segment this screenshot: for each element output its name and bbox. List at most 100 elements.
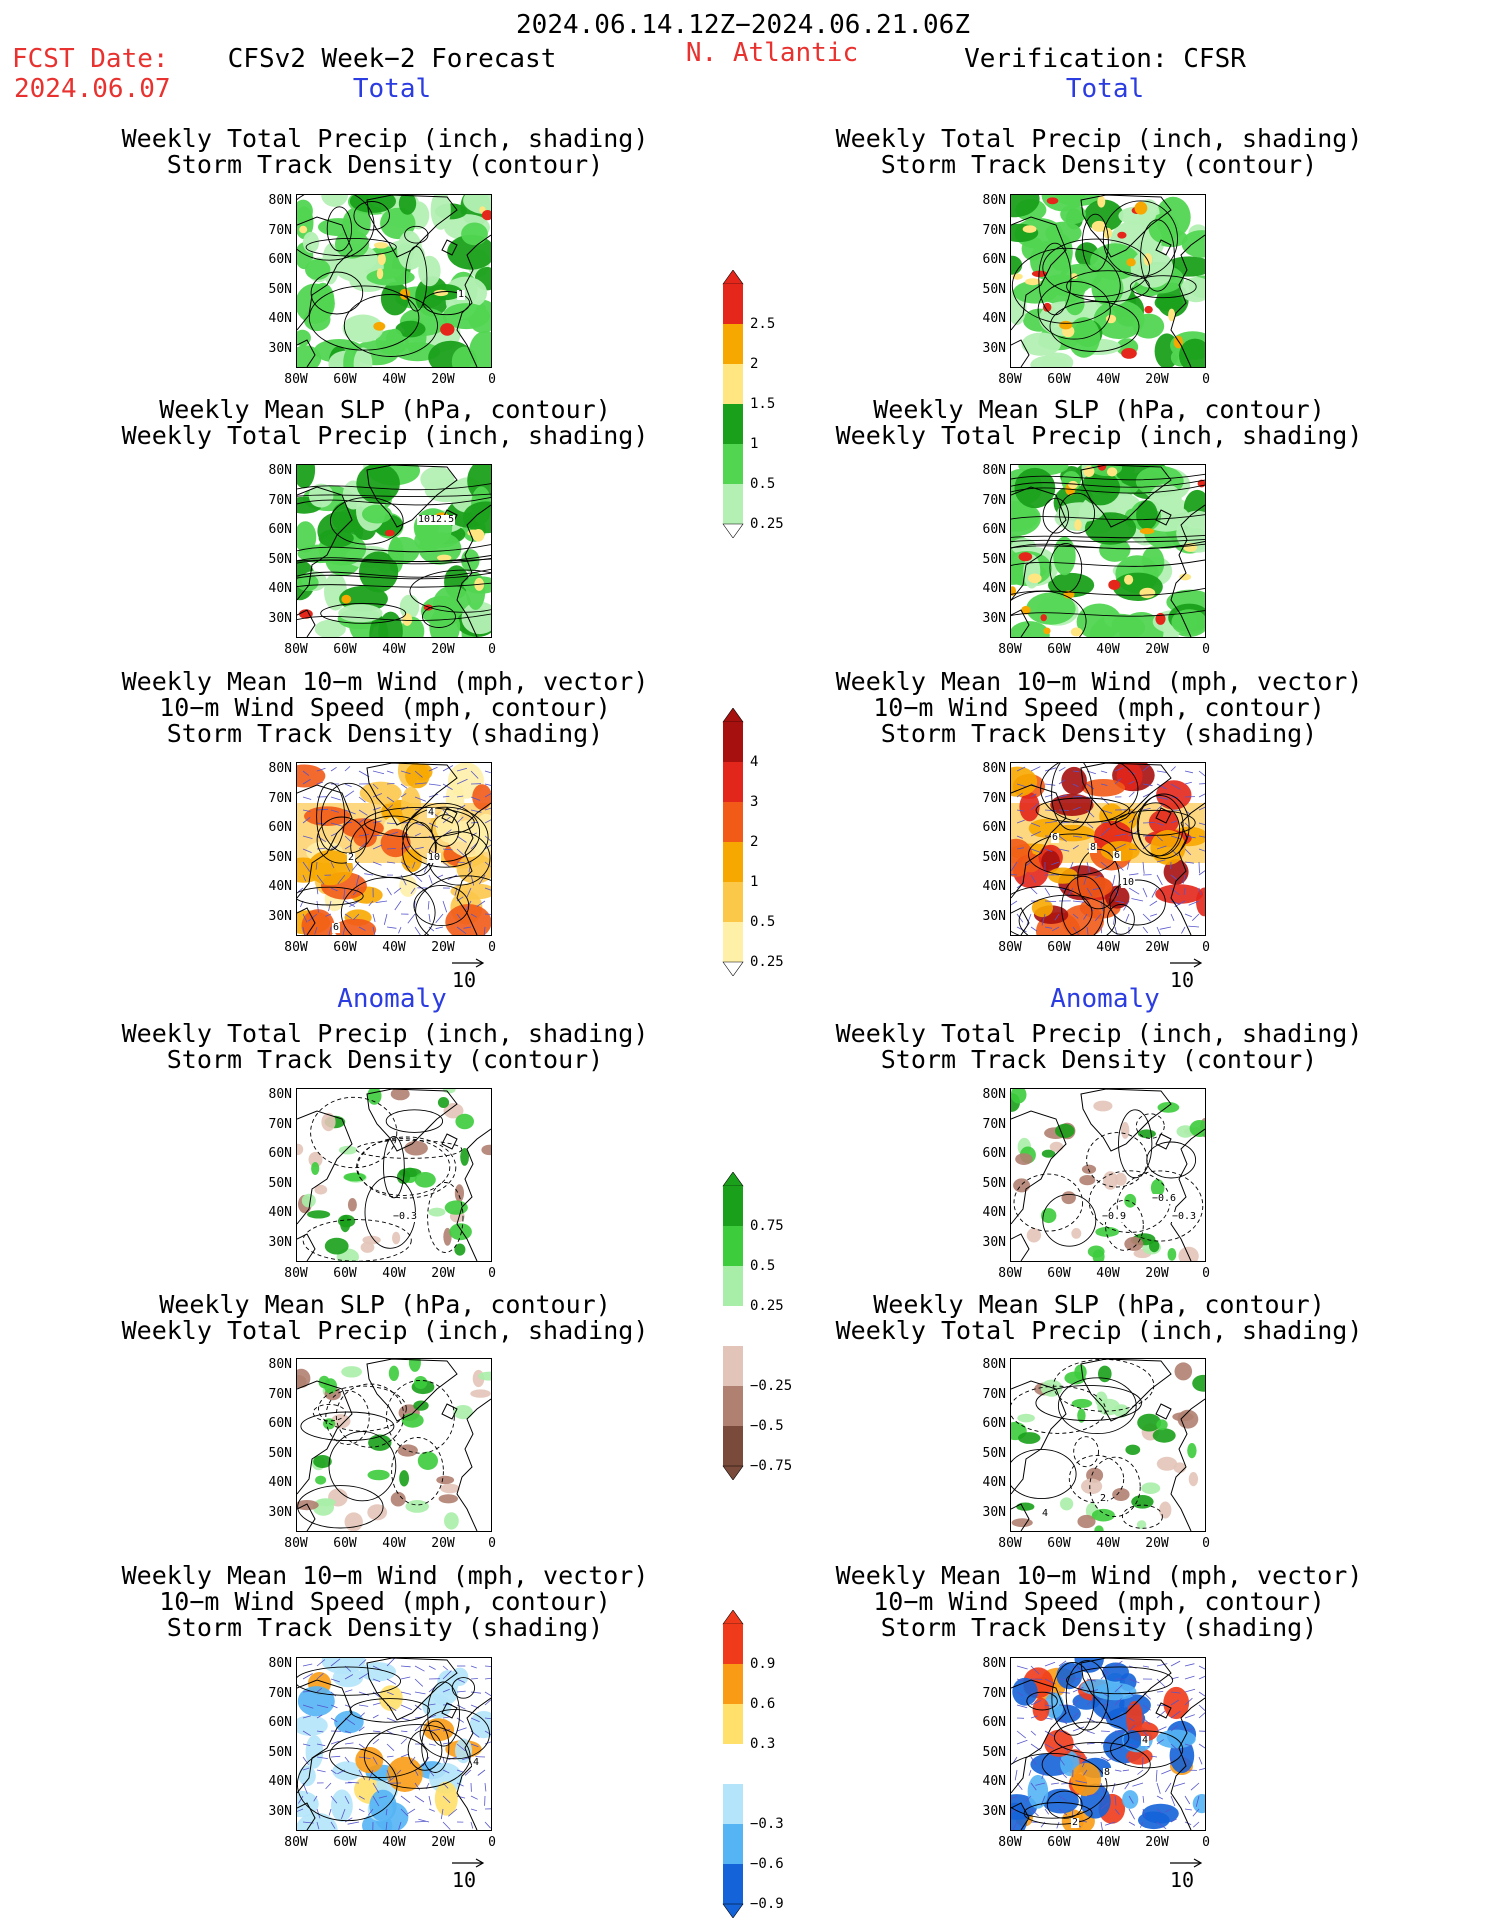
colorbar-tick-label: −0.6 bbox=[750, 1856, 784, 1872]
lon-tick-label: 80W bbox=[284, 1835, 308, 1850]
section-anomaly-right: Anomaly bbox=[1050, 984, 1160, 1014]
colorbar-tick-label: 0.3 bbox=[750, 1736, 776, 1752]
lon-tick-label: 0 bbox=[488, 1835, 496, 1850]
map-slp-forecast: 1012.5 bbox=[296, 464, 492, 638]
lat-tick-label: 40N bbox=[268, 1205, 292, 1220]
map-wanom-forecast: 4 bbox=[296, 1657, 492, 1831]
map-precip-forecast: 1 bbox=[296, 194, 492, 368]
lon-tick-label: 40W bbox=[382, 1835, 406, 1850]
lon-tick-label: 20W bbox=[1145, 940, 1169, 955]
lat-tick-label: 70N bbox=[268, 1386, 292, 1402]
lat-tick-label: 40N bbox=[268, 879, 292, 894]
lat-tick-label: 60N bbox=[268, 252, 292, 267]
contour-label: 6 bbox=[1051, 832, 1060, 843]
lat-tick-label: 70N bbox=[268, 222, 292, 238]
contour-label: 4 bbox=[1141, 1735, 1150, 1746]
lon-tick-label: 20W bbox=[431, 1266, 455, 1281]
lat-tick-label: 40N bbox=[268, 1774, 292, 1789]
contour-label: −0.6 bbox=[1151, 1193, 1178, 1204]
lon-tick-label: 20W bbox=[1145, 1835, 1169, 1850]
lat-tick-label: 80N bbox=[982, 761, 1006, 776]
lat-tick-label: 40N bbox=[982, 581, 1006, 596]
panel-title-precip-storm-verif: Weekly Total Precip (inch, shading) Storm… bbox=[835, 124, 1363, 179]
lat-tick-label: 30N bbox=[982, 1234, 1006, 1250]
lat-tick-label: 50N bbox=[982, 1445, 1006, 1461]
lon-tick-label: 80W bbox=[998, 1835, 1022, 1850]
lon-tick-label: 40W bbox=[1096, 940, 1120, 955]
lat-tick-label: 50N bbox=[982, 1175, 1006, 1191]
contour-label: 10 bbox=[1121, 877, 1136, 888]
lat-tick-label: 70N bbox=[982, 1116, 1006, 1132]
contour-label: 4 bbox=[472, 1757, 481, 1768]
lon-tick-label: 20W bbox=[431, 940, 455, 955]
lon-tick-label: 40W bbox=[1096, 1835, 1120, 1850]
map-panom-verification: −0.6 −0.9 −0.3 bbox=[1010, 1088, 1206, 1262]
lon-tick-label: 60W bbox=[333, 940, 357, 955]
lon-tick-label: 80W bbox=[998, 1266, 1022, 1281]
lat-tick-label: 50N bbox=[982, 849, 1006, 865]
lon-tick-label: 20W bbox=[1145, 372, 1169, 387]
colorbar-tick-label: 0.9 bbox=[750, 1656, 776, 1672]
map-wanom-verification: 4 8 2 bbox=[1010, 1657, 1206, 1831]
lat-tick-label: 80N bbox=[982, 463, 1006, 478]
lon-tick-label: 80W bbox=[284, 372, 308, 387]
panel-title-slp-precip-anom-fcst: Weekly Mean SLP (hPa, contour) Weekly Tot… bbox=[121, 1290, 649, 1345]
lat-tick-label: 60N bbox=[982, 1146, 1006, 1161]
section-anomaly-left: Anomaly bbox=[337, 984, 447, 1014]
lat-tick-label: 50N bbox=[268, 551, 292, 567]
lat-tick-label: 60N bbox=[268, 522, 292, 537]
lat-tick-label: 70N bbox=[982, 790, 1006, 806]
lon-tick-label: 40W bbox=[382, 372, 406, 387]
panel-title-precip-storm-fcst: Weekly Total Precip (inch, shading) Storm… bbox=[121, 124, 649, 179]
lat-tick-label: 40N bbox=[268, 581, 292, 596]
lat-tick-label: 80N bbox=[268, 1357, 292, 1372]
lon-tick-label: 40W bbox=[1096, 1536, 1120, 1551]
lat-tick-label: 70N bbox=[982, 1685, 1006, 1701]
lat-tick-label: 50N bbox=[268, 1445, 292, 1461]
lon-tick-label: 20W bbox=[1145, 1536, 1169, 1551]
panel-title-slp-precip-anom-verif: Weekly Mean SLP (hPa, contour) Weekly Tot… bbox=[835, 1290, 1363, 1345]
lon-tick-label: 20W bbox=[431, 642, 455, 657]
colorbar-tick-label: 0.5 bbox=[750, 914, 776, 930]
colorbar-tick-label: 4 bbox=[750, 754, 759, 770]
lon-tick-label: 80W bbox=[998, 642, 1022, 657]
lon-tick-label: 40W bbox=[1096, 372, 1120, 387]
lat-tick-label: 60N bbox=[982, 1416, 1006, 1431]
lat-tick-label: 80N bbox=[268, 1656, 292, 1671]
lat-tick-label: 70N bbox=[268, 1685, 292, 1701]
fcst-date-label: FCST Date: bbox=[12, 44, 169, 74]
lat-tick-label: 50N bbox=[268, 1175, 292, 1191]
colorbar-tick-label: 0.6 bbox=[750, 1696, 776, 1712]
lat-tick-label: 80N bbox=[268, 463, 292, 478]
lat-tick-label: 70N bbox=[268, 492, 292, 508]
map-sanom-forecast bbox=[296, 1358, 492, 1532]
lon-tick-label: 0 bbox=[1202, 1536, 1210, 1551]
lon-tick-label: 60W bbox=[333, 1835, 357, 1850]
lat-tick-label: 30N bbox=[982, 340, 1006, 356]
lat-tick-label: 80N bbox=[268, 1087, 292, 1102]
map-precip-verification bbox=[1010, 194, 1206, 368]
colorbar-tick-label: 1 bbox=[750, 436, 759, 452]
lat-tick-label: 30N bbox=[982, 1504, 1006, 1520]
lat-tick-label: 30N bbox=[268, 340, 292, 356]
lon-tick-label: 60W bbox=[333, 642, 357, 657]
lat-tick-label: 30N bbox=[268, 1504, 292, 1520]
map-storm-verification: 6 8 6 10 bbox=[1010, 762, 1206, 936]
lat-tick-label: 70N bbox=[268, 790, 292, 806]
lon-tick-label: 60W bbox=[1047, 1536, 1071, 1551]
lon-tick-label: 40W bbox=[1096, 1266, 1120, 1281]
colorbar-tick-label: 0.25 bbox=[750, 1298, 784, 1314]
contour-label: 6 bbox=[332, 922, 341, 933]
lon-tick-label: 80W bbox=[284, 1536, 308, 1551]
panel-title-precip-storm-anom-verif: Weekly Total Precip (inch, shading) Storm… bbox=[835, 1019, 1363, 1074]
lat-tick-label: 40N bbox=[982, 311, 1006, 326]
vector-reference-label: 10 bbox=[452, 968, 477, 992]
contour-label: −0.3 bbox=[392, 1211, 419, 1222]
colorbar-tick-label: −0.75 bbox=[750, 1458, 793, 1474]
panel-title-slp-precip-verif: Weekly Mean SLP (hPa, contour) Weekly Tot… bbox=[835, 395, 1363, 450]
verification-title: Verification: CFSR bbox=[964, 44, 1246, 74]
lat-tick-label: 70N bbox=[268, 1116, 292, 1132]
colorbar-storm-anomaly: 0.9 0.6 0.3 −0.3 −0.6 −0.9 bbox=[722, 1610, 784, 1918]
panel-title-wind-storm-fcst: Weekly Mean 10−m Wind (mph, vector) 10−m … bbox=[121, 667, 649, 748]
lat-tick-label: 30N bbox=[268, 908, 292, 924]
